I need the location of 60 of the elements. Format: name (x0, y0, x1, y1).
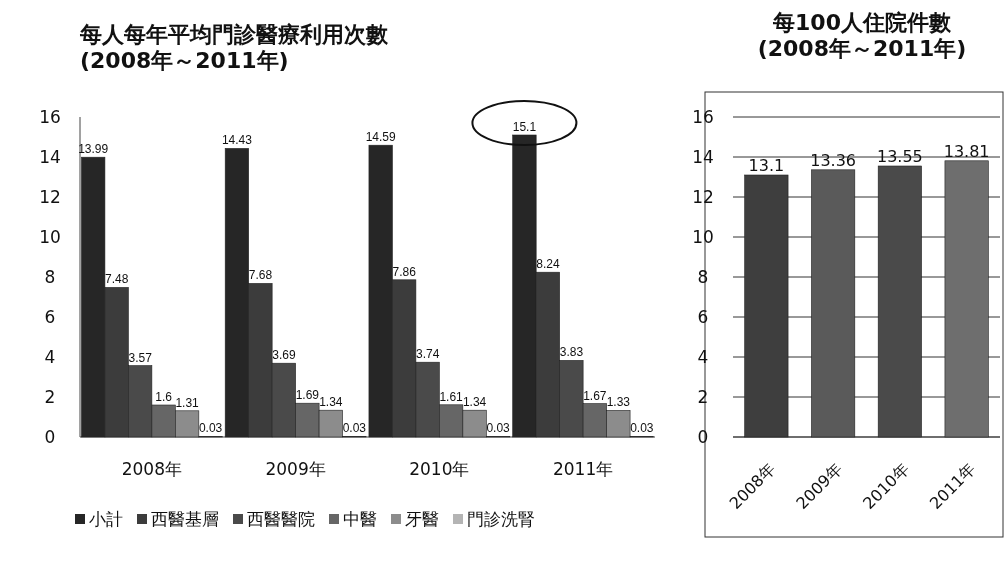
data-label: 14.59 (365, 130, 397, 145)
data-label: 1.34 (319, 395, 343, 410)
data-label: 13.36 (810, 150, 857, 170)
data-label: 7.86 (392, 264, 417, 279)
data-label: 1.69 (295, 388, 320, 403)
legend-label: 西醫醫院 (247, 509, 315, 529)
data-label: 0.03 (486, 421, 511, 436)
legend-label: 小計 (89, 509, 123, 529)
y-tick-label: 2 (697, 387, 709, 407)
data-label: 0.03 (342, 421, 367, 436)
y-tick-label: 4 (697, 347, 709, 367)
data-label: 3.57 (128, 350, 153, 365)
y-tick-label: 2 (44, 387, 56, 407)
y-tick-label: 14 (39, 147, 61, 167)
y-tick-label: 0 (44, 427, 56, 447)
y-tick-label: 10 (39, 227, 61, 247)
data-label: 0.03 (630, 421, 654, 436)
y-tick-label: 16 (692, 107, 714, 127)
data-label: 1.31 (175, 395, 200, 410)
data-label: 3.83 (559, 345, 584, 360)
x-tick-label: 2011年 (552, 459, 614, 479)
data-label: 1.61 (439, 389, 464, 404)
chart-title: 每100人住院件數 (2008年～2011年) (757, 10, 967, 61)
x-tick-label: 2009年 (265, 459, 326, 479)
data-label: 15.1 (512, 120, 537, 134)
y-tick-label: 12 (39, 187, 61, 207)
data-label: 13.99 (78, 142, 109, 157)
data-label: 7.48 (104, 272, 129, 287)
x-tick-label: 2010年 (409, 459, 470, 479)
y-tick-label: 8 (44, 267, 56, 287)
data-label: 1.33 (606, 395, 631, 410)
data-label: 14.43 (221, 133, 253, 148)
data-label: 1.67 (583, 388, 607, 403)
data-label: 3.69 (272, 348, 296, 363)
y-tick-label: 10 (692, 227, 714, 247)
y-tick-label: 12 (692, 187, 714, 207)
data-label: 13.1 (748, 156, 785, 175)
data-label: 7.68 (248, 268, 273, 283)
data-label: 13.81 (943, 141, 990, 161)
y-tick-label: 14 (692, 147, 714, 167)
x-tick-label: 2008年 (121, 459, 183, 479)
legend-label: 牙醫 (405, 509, 439, 529)
data-label: 1.6 (155, 390, 173, 404)
data-label: 8.24 (536, 257, 560, 272)
y-tick-label: 4 (44, 347, 56, 367)
bar (944, 160, 989, 438)
legend-label: 中醫 (343, 509, 377, 529)
legend-label: 門診洗腎 (467, 509, 535, 529)
y-tick-label: 6 (697, 307, 709, 327)
y-tick-label: 6 (44, 307, 56, 327)
y-tick-label: 0 (697, 427, 709, 447)
y-tick-label: 16 (39, 107, 61, 127)
chart-title: 每人每年平均門診醫療利用次數 (2008年～2011年) (79, 22, 389, 73)
bar (811, 169, 856, 438)
data-label: 13.55 (876, 147, 923, 166)
data-label: 1.34 (462, 395, 487, 410)
data-label: 0.03 (198, 421, 223, 436)
legend-label: 西醫基層 (151, 509, 219, 529)
y-tick-label: 8 (697, 267, 709, 287)
data-label: 3.74 (415, 347, 440, 362)
